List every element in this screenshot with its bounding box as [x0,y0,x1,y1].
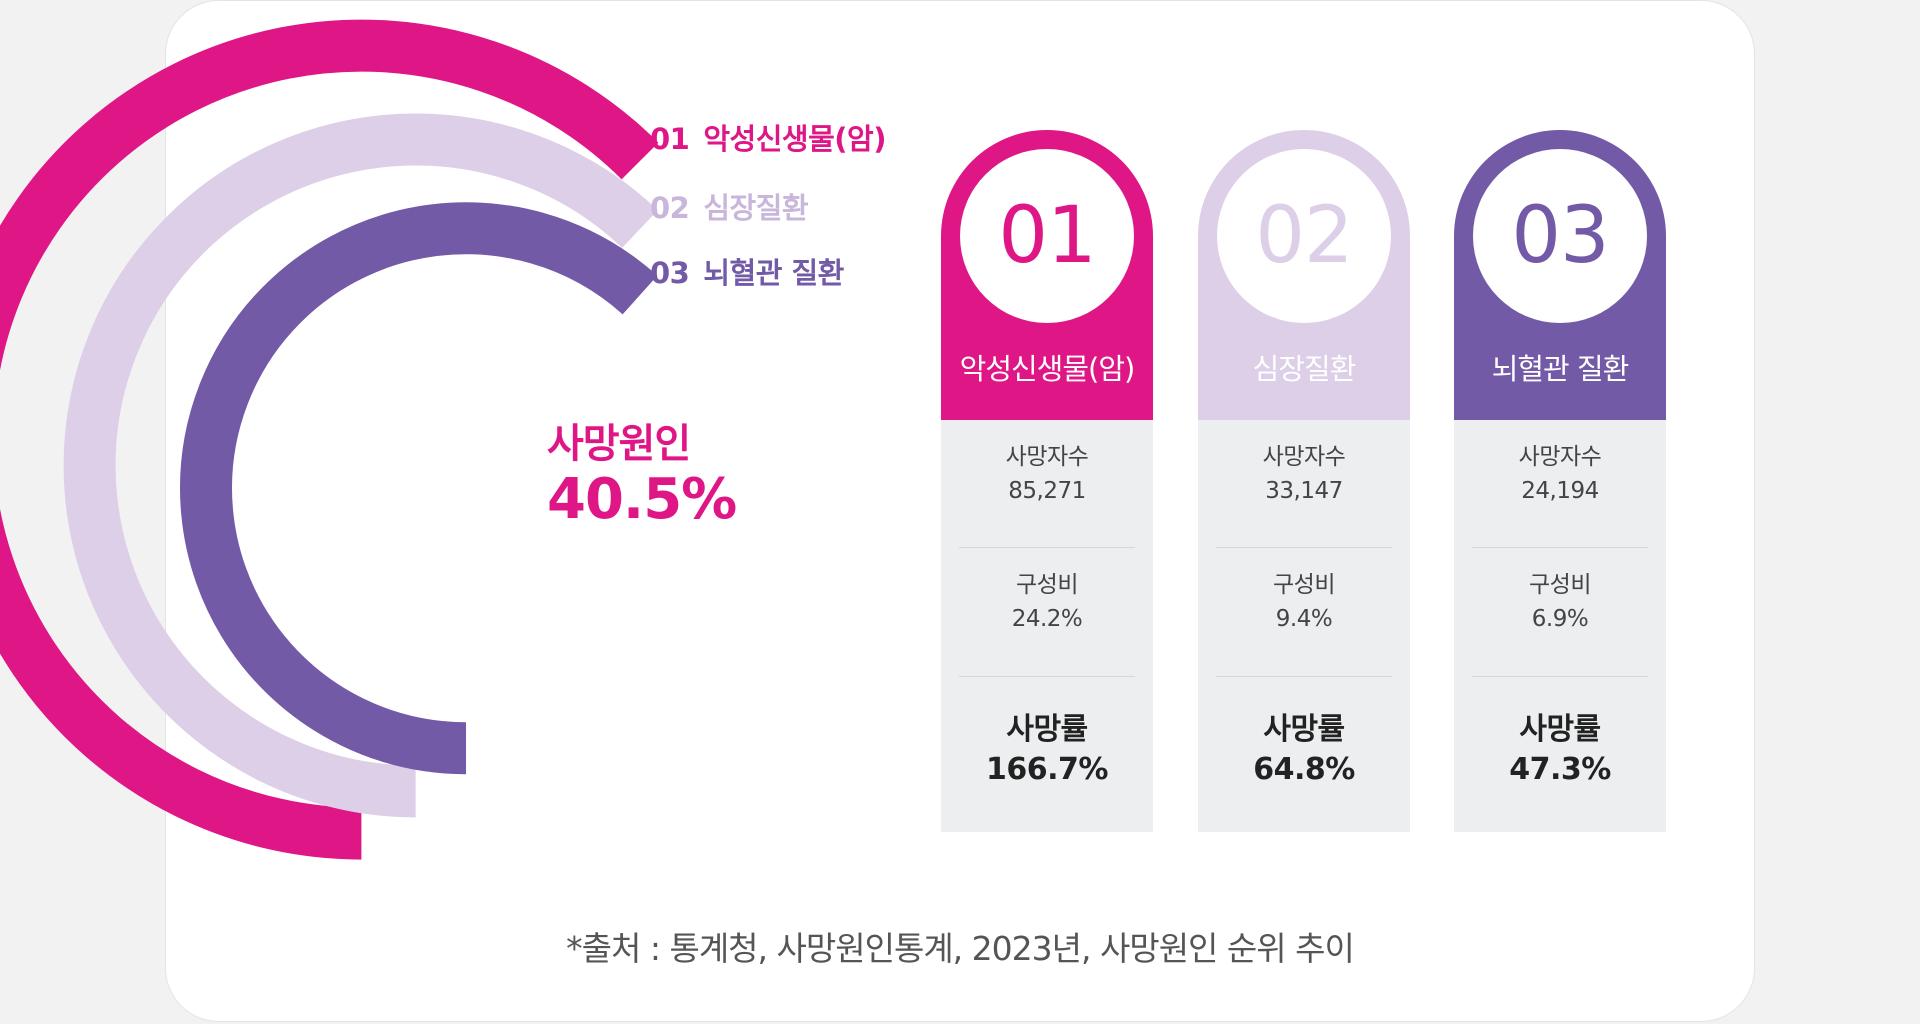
legend-item-cerebrovascular: 03 뇌혈관 질환 [650,250,844,292]
ratio-stat: 구성비 6.9% [1454,568,1666,636]
rate-stat: 사망률 166.7% [941,710,1153,790]
divider [959,676,1135,677]
ratio-label: 구성비 [1529,572,1591,598]
divider [1216,547,1392,548]
divider [1216,676,1392,677]
deaths-value: 33,147 [1265,478,1343,504]
legend-item-heart-disease: 02 심장질환 [650,185,809,227]
deaths-label: 사망자수 [1262,444,1346,470]
divider [959,547,1135,548]
legend-label: 뇌혈관 질환 [703,256,844,290]
rate-label: 사망률 [1263,712,1345,747]
cause-title: 뇌혈관 질환 [1491,352,1630,386]
deaths-label: 사망자수 [1518,444,1602,470]
rate-label: 사망률 [1006,712,1088,747]
cause-card-body: 사망자수 85,271 구성비 24.2% 사망률 166.7% [941,420,1153,832]
ratio-label: 구성비 [1016,572,1078,598]
cause-card-heart-disease: 02 심장질환 사망자수 33,147 구성비 9.4% 사망률 64.8% [1198,130,1410,832]
legend-item-cancer: 01 악성신생물(암) [650,116,886,158]
rank-number: 02 [1217,149,1391,323]
ratio-label: 구성비 [1273,572,1335,598]
cause-title: 심장질환 [1252,352,1357,386]
ratio-value: 6.9% [1531,606,1589,632]
cause-card-cerebrovascular: 03 뇌혈관 질환 사망자수 24,194 구성비 6.9% 사망률 47.3% [1454,130,1666,832]
legend-number: 02 [650,191,690,225]
cause-card-header: 02 심장질환 [1198,130,1410,420]
center-percentage: 40.5% [547,467,737,532]
rate-value: 166.7% [986,752,1108,787]
arc-cerebrovascular [180,202,658,775]
cause-title: 악성신생물(암) [959,352,1136,386]
deaths-value: 24,194 [1521,478,1599,504]
rank-number: 01 [960,149,1134,323]
rate-value: 47.3% [1509,752,1611,787]
deaths-label: 사망자수 [1005,444,1089,470]
cause-card-cancer: 01 악성신생물(암) 사망자수 85,271 구성비 24.2% 사망률 16… [941,130,1153,832]
divider [1472,676,1648,677]
arc-cancer [0,19,659,860]
rate-stat: 사망률 64.8% [1198,710,1410,790]
cause-card-body: 사망자수 33,147 구성비 9.4% 사망률 64.8% [1198,420,1410,832]
rate-value: 64.8% [1253,752,1355,787]
deaths-stat: 사망자수 24,194 [1454,440,1666,508]
ratio-stat: 구성비 24.2% [941,568,1153,636]
deaths-stat: 사망자수 33,147 [1198,440,1410,508]
deaths-stat: 사망자수 85,271 [941,440,1153,508]
divider [1472,547,1648,548]
rate-label: 사망률 [1519,712,1601,747]
rank-number: 03 [1473,149,1647,323]
ratio-value: 24.2% [1011,606,1083,632]
ratio-value: 9.4% [1275,606,1333,632]
cause-card-header: 03 뇌혈관 질환 [1454,130,1666,420]
ratio-stat: 구성비 9.4% [1198,568,1410,636]
rate-stat: 사망률 47.3% [1454,710,1666,790]
cause-card-body: 사망자수 24,194 구성비 6.9% 사망률 47.3% [1454,420,1666,832]
center-title: 사망원인 [547,421,691,467]
legend-number: 01 [650,122,690,156]
deaths-value: 85,271 [1008,478,1086,504]
legend-label: 심장질환 [703,191,809,225]
legend-number: 03 [650,256,690,290]
arc-heart-disease [63,113,658,818]
cause-card-header: 01 악성신생물(암) [941,130,1153,420]
source-note: *출처 : 통계청, 사망원인통계, 2023년, 사망원인 순위 추이 [566,929,1355,968]
legend-label: 악성신생물(암) [703,122,886,156]
center-label: 사망원인 40.5% [547,420,747,532]
